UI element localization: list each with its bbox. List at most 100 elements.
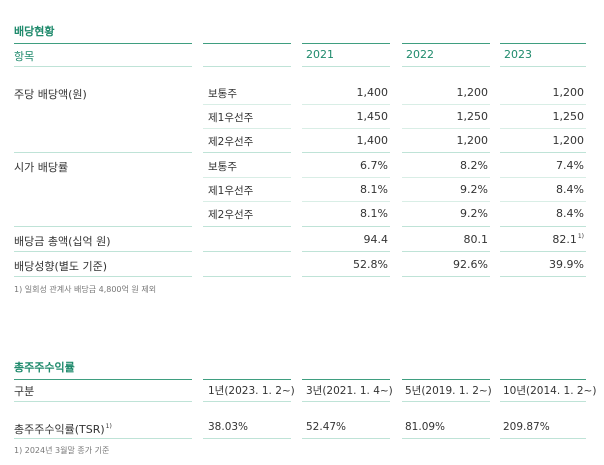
row-rule: [203, 251, 291, 252]
row-label: 배당성향(별도 기준): [14, 260, 108, 273]
header-rule: [14, 43, 192, 44]
row-rule: [500, 104, 586, 105]
tsr-header-period: 1년(2023. 1. 2~): [208, 385, 295, 397]
row-rule: [14, 401, 192, 402]
row-rule: [500, 128, 586, 129]
header-rule: [302, 43, 390, 44]
cell-value: 94.4: [363, 233, 389, 246]
header-rule: [500, 43, 586, 44]
tsr-value: 38.03%: [208, 421, 249, 433]
cell-value: 1,250: [552, 110, 585, 123]
cell-value: 1,400: [356, 86, 389, 99]
cell-value: 52.8%: [353, 258, 388, 271]
row-rule: [302, 276, 390, 277]
row-rule: [500, 438, 586, 439]
row-rule: [14, 251, 192, 252]
tsr-value: 209.87%: [503, 421, 550, 433]
row-rule: [500, 177, 586, 178]
cell-value: 8.4%: [556, 207, 584, 220]
row-rule: [14, 226, 192, 227]
row-rule: [500, 201, 586, 202]
row-rule: [203, 177, 291, 178]
row-sub: 제1우선주: [208, 112, 254, 124]
cell-value: 1,400: [356, 134, 389, 147]
row-rule: [500, 401, 586, 402]
row-rule: [203, 152, 291, 153]
row-rule: [402, 104, 490, 105]
row-sub: 제1우선주: [208, 185, 254, 197]
header-year: 2022: [406, 48, 434, 61]
row-rule: [402, 152, 490, 153]
row-rule: [203, 276, 291, 277]
header-year: 2021: [306, 48, 334, 61]
cell-value: 8.1%: [360, 183, 388, 196]
row-rule: [402, 251, 490, 252]
row-rule: [203, 66, 291, 67]
row-label: 배당금 총액(십억 원): [14, 235, 111, 248]
row-rule: [302, 104, 390, 105]
dividend-footnote: 1) 일회성 관계사 배당금 4,800억 원 제외: [14, 285, 157, 294]
cell-value: 8.4%: [556, 183, 584, 196]
row-rule: [203, 104, 291, 105]
row-label: 주당 배당액(원): [14, 88, 87, 101]
header-rule: [14, 379, 192, 380]
tsr-header-period: 5년(2019. 1. 2~): [405, 385, 492, 397]
row-rule: [302, 177, 390, 178]
row-rule: [302, 401, 390, 402]
cell-value: 1,200: [456, 134, 489, 147]
row-rule: [302, 438, 390, 439]
header-rule: [500, 379, 586, 380]
tsr-value: 52.47%: [306, 421, 347, 433]
row-rule: [500, 251, 586, 252]
row-rule: [402, 226, 490, 227]
header-rule: [402, 43, 490, 44]
header-item: 항목: [14, 50, 35, 63]
row-rule: [203, 401, 291, 402]
row-rule: [500, 152, 586, 153]
row-rule: [500, 226, 586, 227]
row-rule: [402, 401, 490, 402]
row-rule: [14, 438, 192, 439]
row-sub: 보통주: [208, 161, 237, 173]
row-rule: [402, 66, 490, 67]
tsr-row-label: 총주주수익률(TSR)1): [14, 421, 112, 437]
row-rule: [402, 438, 490, 439]
cell-value: 39.9%: [549, 258, 584, 271]
tsr-header-period: 10년(2014. 1. 2~): [503, 385, 597, 397]
header-rule: [203, 43, 291, 44]
cell-value: 1,200: [456, 86, 489, 99]
header-rule: [203, 379, 291, 380]
cell-value: 6.7%: [360, 159, 388, 172]
cell-value: 1,200: [552, 134, 585, 147]
tsr-header-label: 구분: [14, 385, 35, 398]
cell-value: 92.6%: [453, 258, 488, 271]
cell-value: 8.2%: [460, 159, 488, 172]
dividend-title: 배당현황: [14, 25, 55, 38]
cell-value: 1,450: [356, 110, 389, 123]
row-label: 시가 배당률: [14, 161, 69, 174]
row-rule: [402, 276, 490, 277]
tsr-value: 81.09%: [405, 421, 446, 433]
tsr-header-period: 3년(2021. 1. 4~): [306, 385, 393, 397]
row-rule: [402, 128, 490, 129]
row-rule: [302, 201, 390, 202]
cell-value: 9.2%: [460, 183, 488, 196]
row-rule: [14, 276, 192, 277]
header-rule: [302, 379, 390, 380]
row-rule: [14, 152, 192, 153]
cell-value: 1,250: [456, 110, 489, 123]
tsr-row-label-text: 총주주수익률(TSR): [14, 423, 105, 436]
footnote-marker: 1): [105, 423, 112, 431]
row-sub: 제2우선주: [208, 136, 254, 148]
cell-value: 7.4%: [556, 159, 584, 172]
row-sub: 제2우선주: [208, 209, 254, 221]
row-rule: [203, 438, 291, 439]
cell-value: 1,200: [552, 86, 585, 99]
cell-value: 8.1%: [360, 207, 388, 220]
tsr-title: 총주주수익률: [14, 361, 75, 374]
cell-value: 80.1: [463, 233, 489, 246]
row-rule: [302, 152, 390, 153]
row-rule: [203, 201, 291, 202]
cell-value-text: 82.1: [552, 233, 577, 246]
row-rule: [203, 226, 291, 227]
